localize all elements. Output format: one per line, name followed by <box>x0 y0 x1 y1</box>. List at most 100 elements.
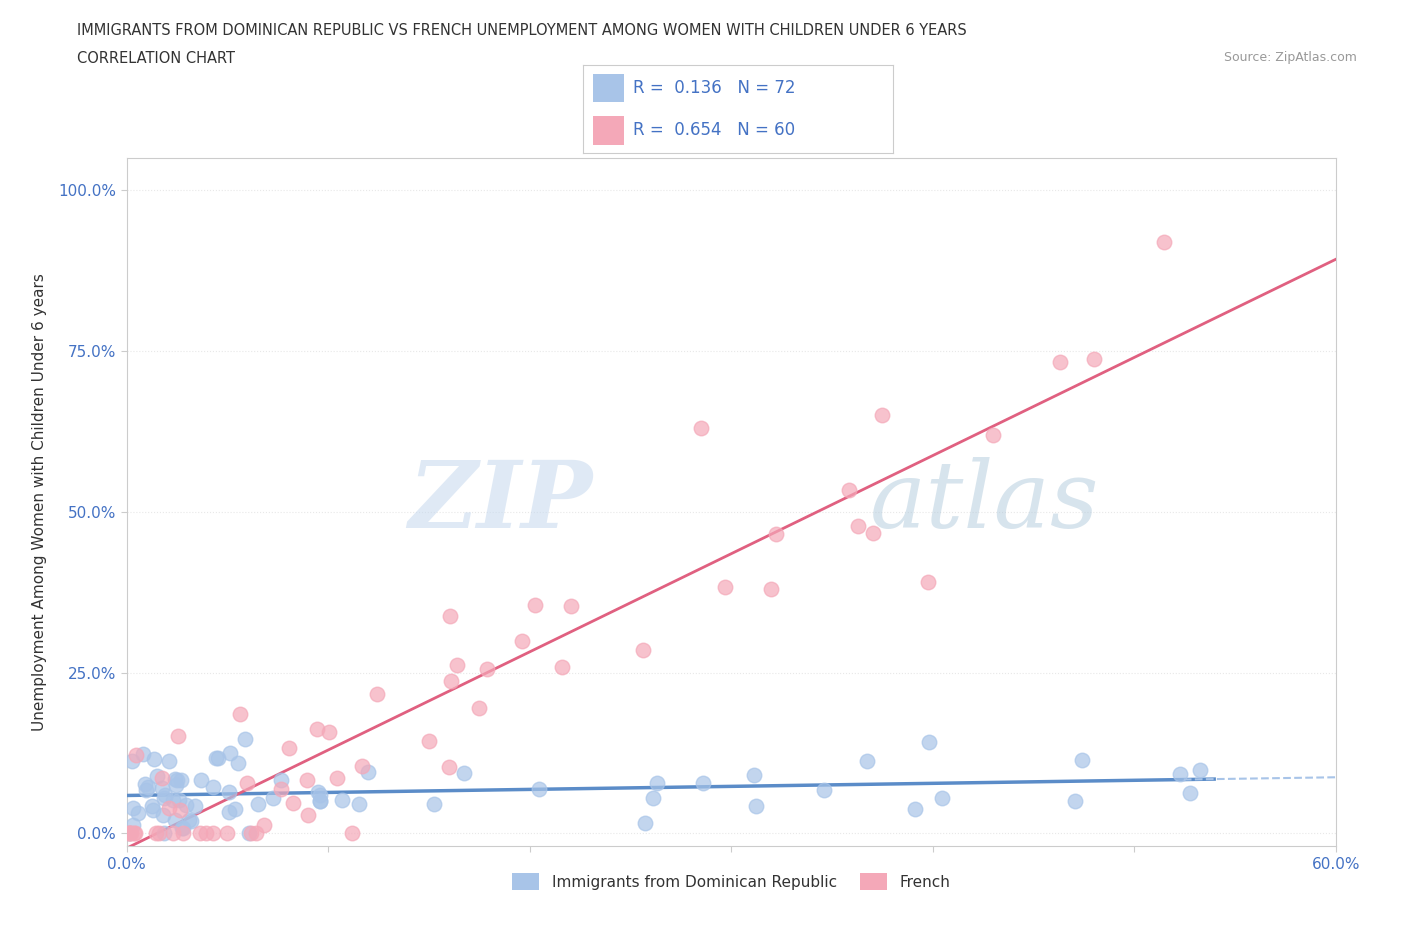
Point <box>744 799 766 814</box>
Point <box>180 814 202 829</box>
Point <box>125 748 148 763</box>
Point <box>742 767 765 782</box>
Point <box>219 746 242 761</box>
Point <box>1071 752 1094 767</box>
Point <box>765 526 787 541</box>
Point <box>172 821 194 836</box>
Text: atlas: atlas <box>870 458 1099 547</box>
Point <box>238 825 260 840</box>
Point <box>229 707 252 722</box>
Point <box>761 581 783 596</box>
Point <box>366 687 388 702</box>
Point <box>262 790 284 805</box>
Y-axis label: Unemployment Among Women with Children Under 6 years: Unemployment Among Women with Children U… <box>32 273 46 731</box>
Point <box>855 753 877 768</box>
Point <box>645 776 668 790</box>
Point <box>228 756 250 771</box>
Legend: Immigrants from Dominican Republic, French: Immigrants from Dominican Republic, Fren… <box>512 872 950 890</box>
Point <box>239 825 262 840</box>
Point <box>167 729 190 744</box>
Point <box>440 673 463 688</box>
Point <box>550 659 572 674</box>
FancyBboxPatch shape <box>593 74 624 102</box>
Point <box>117 825 139 840</box>
Point <box>146 768 169 783</box>
Point <box>165 777 187 792</box>
Point <box>713 579 735 594</box>
Point <box>307 784 329 799</box>
Point <box>167 792 190 807</box>
Point <box>1083 352 1105 366</box>
Text: R =  0.654   N = 60: R = 0.654 N = 60 <box>633 122 796 140</box>
Point <box>169 803 191 817</box>
Point <box>305 722 328 737</box>
Point <box>172 820 194 835</box>
Point <box>560 599 582 614</box>
Text: IMMIGRANTS FROM DOMINICAN REPUBLIC VS FRENCH UNEMPLOYMENT AMONG WOMEN WITH CHILD: IMMIGRANTS FROM DOMINICAN REPUBLIC VS FR… <box>77 23 967 38</box>
Point <box>439 608 461 623</box>
Point <box>117 825 139 840</box>
Point <box>631 643 654 658</box>
Point <box>142 803 165 817</box>
Point <box>297 807 319 822</box>
Point <box>190 773 212 788</box>
Point <box>150 781 173 796</box>
FancyBboxPatch shape <box>593 116 624 145</box>
Point <box>124 825 146 840</box>
Point <box>318 725 340 740</box>
Point <box>1064 793 1087 808</box>
Point <box>270 772 292 787</box>
Point <box>207 751 229 766</box>
Point <box>162 792 184 807</box>
Point <box>475 661 498 676</box>
Point <box>295 773 318 788</box>
Point <box>218 785 240 800</box>
Point <box>350 759 373 774</box>
Point <box>142 751 165 766</box>
Point <box>141 798 163 813</box>
Point <box>201 779 224 794</box>
Point <box>1178 786 1201 801</box>
Point <box>172 825 194 840</box>
Point <box>467 700 489 715</box>
Point <box>309 793 332 808</box>
Point <box>904 802 927 817</box>
Point <box>136 780 159 795</box>
Point <box>245 825 267 840</box>
Point <box>224 801 246 816</box>
Point <box>309 793 332 808</box>
Point <box>246 796 269 811</box>
Point <box>634 816 657 830</box>
Text: R =  0.136   N = 72: R = 0.136 N = 72 <box>633 79 796 97</box>
Point <box>326 770 349 785</box>
Point <box>145 825 167 840</box>
Point <box>330 792 353 807</box>
Point <box>357 764 380 779</box>
Point <box>135 782 157 797</box>
Point <box>270 782 292 797</box>
Text: Source: ZipAtlas.com: Source: ZipAtlas.com <box>1223 51 1357 64</box>
Point <box>846 518 869 533</box>
Point <box>423 796 446 811</box>
Point <box>918 735 941 750</box>
Point <box>121 817 143 832</box>
Point <box>204 751 226 765</box>
Point <box>218 804 240 819</box>
Point <box>233 731 256 746</box>
Point <box>153 790 176 805</box>
Point <box>1188 763 1211 777</box>
Point <box>165 813 187 828</box>
Point <box>349 797 371 812</box>
Point <box>166 773 188 788</box>
Point <box>122 825 145 840</box>
Point <box>170 773 193 788</box>
Point <box>277 740 299 755</box>
Point <box>159 753 181 768</box>
Point <box>981 427 1004 442</box>
Point <box>127 806 149 821</box>
Point <box>813 783 835 798</box>
Point <box>931 790 953 805</box>
Point <box>217 825 239 840</box>
Point <box>157 801 180 816</box>
Point <box>309 788 332 803</box>
